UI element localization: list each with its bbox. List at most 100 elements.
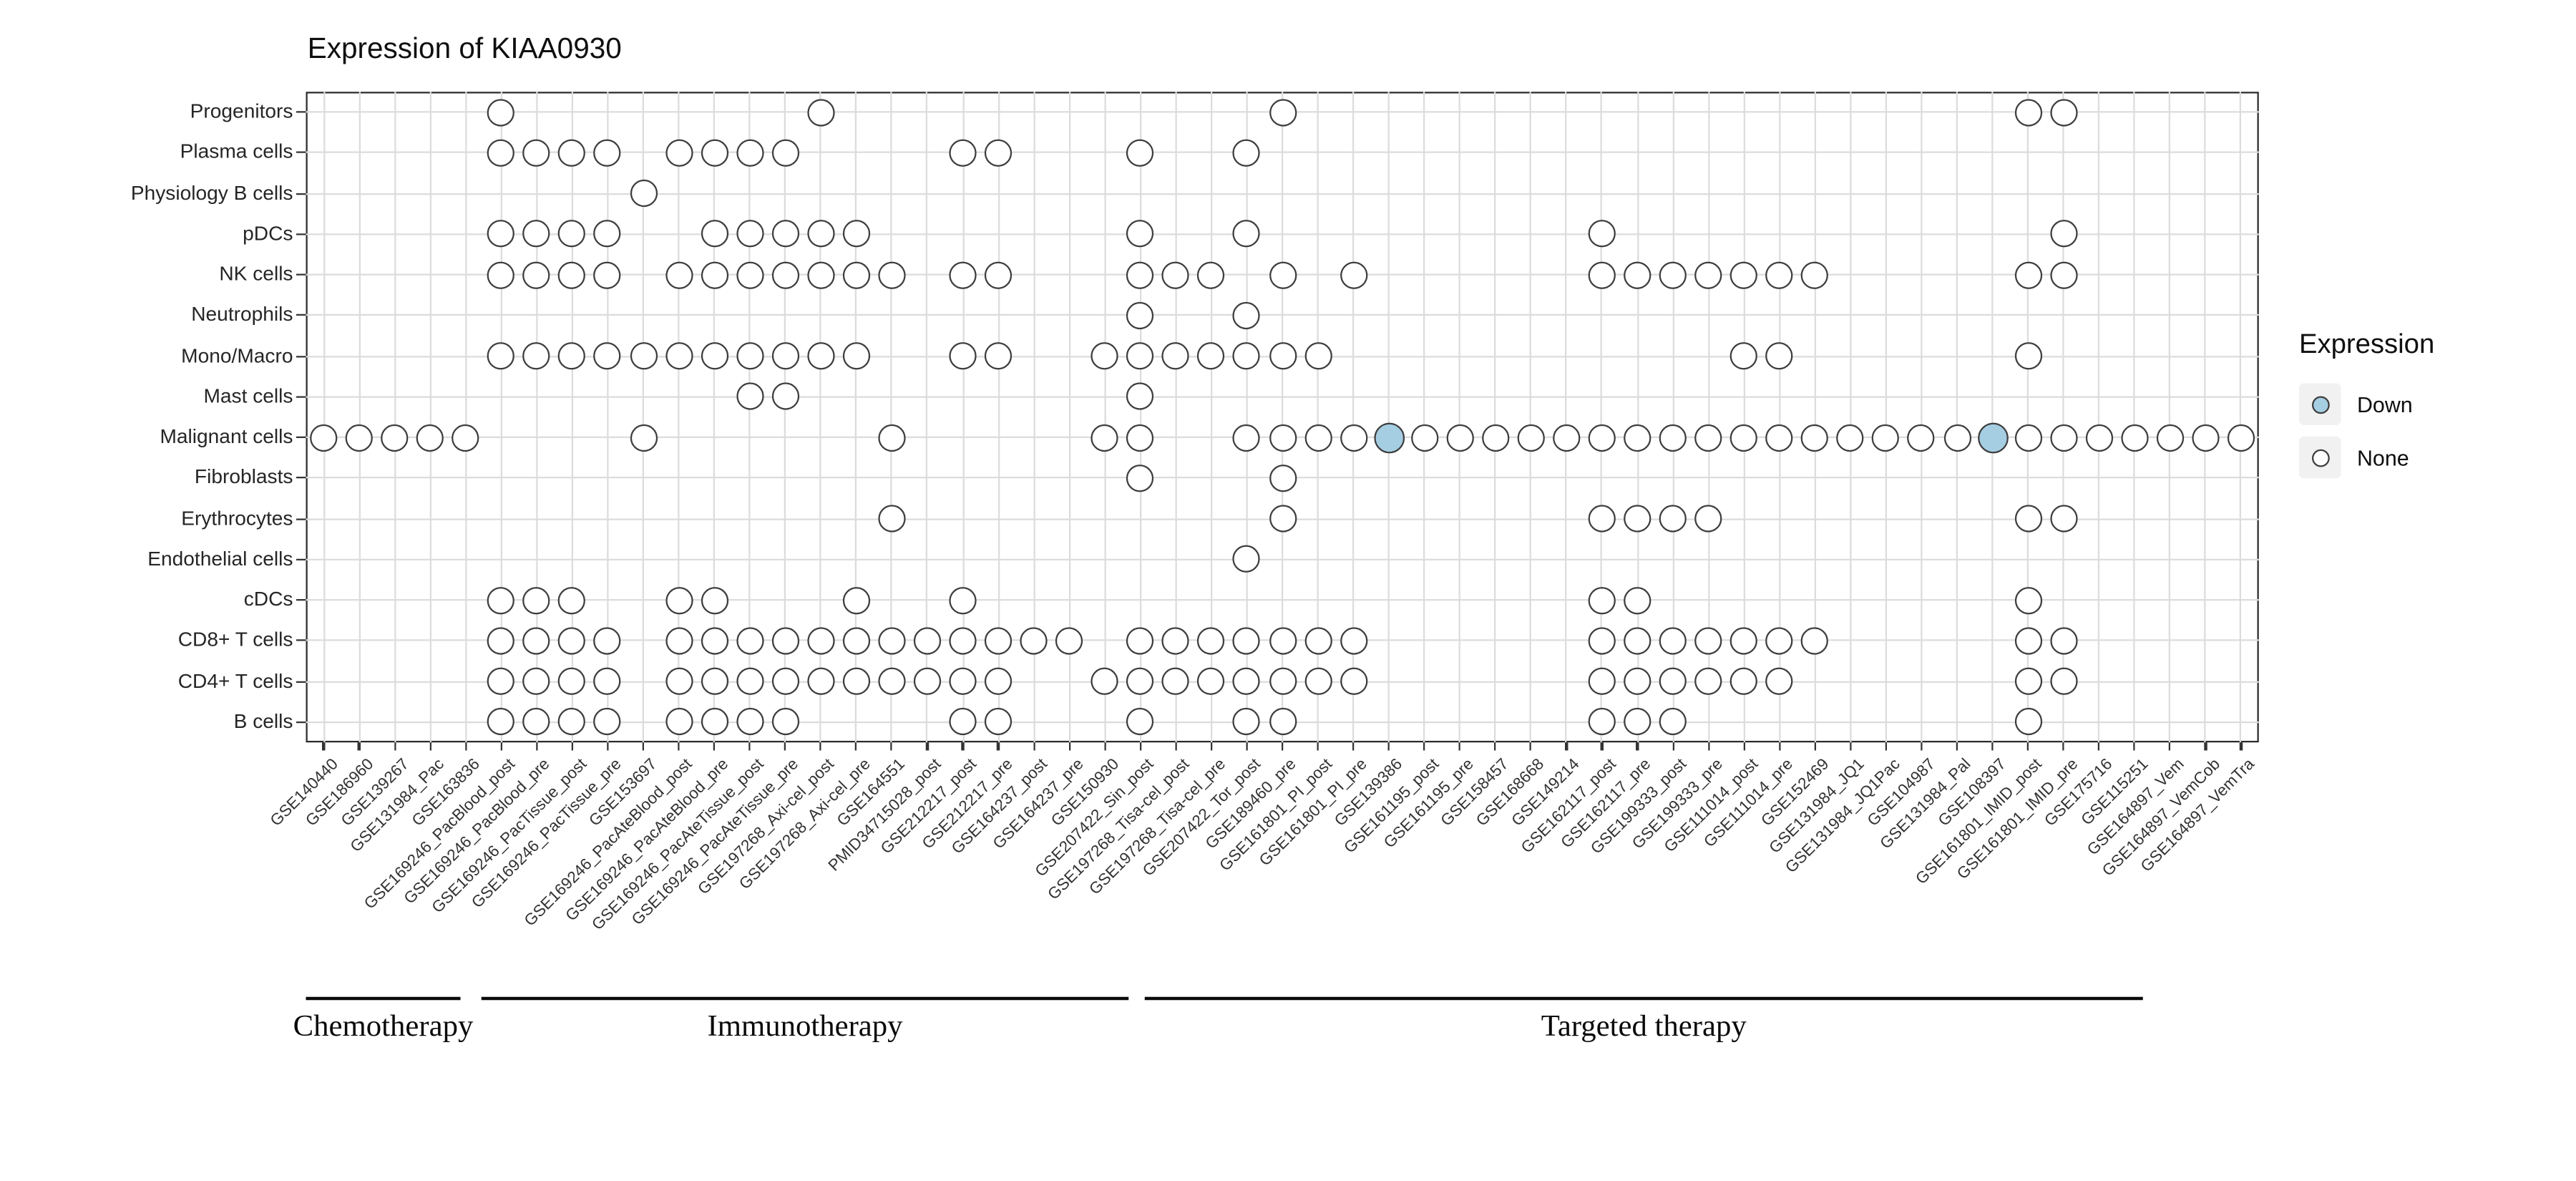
dot-expression-none bbox=[1765, 261, 1793, 289]
dot-expression-none bbox=[2049, 261, 2077, 289]
dot-expression-none bbox=[1162, 342, 1190, 370]
dot-expression-none bbox=[665, 139, 693, 167]
y-axis-label: Plasma cells bbox=[180, 140, 293, 164]
dot-expression-none bbox=[1588, 424, 1616, 452]
dot-expression-none bbox=[1197, 667, 1226, 696]
dot-expression-none bbox=[487, 261, 515, 289]
y-axis-label: Endothelial cells bbox=[147, 547, 293, 570]
dot-expression-none bbox=[487, 586, 515, 614]
dot-expression-none bbox=[701, 220, 728, 248]
dot-expression-none bbox=[2014, 627, 2042, 655]
x-axis-tick bbox=[606, 742, 609, 751]
dot-expression-none bbox=[1624, 667, 1652, 696]
dot-expression-none bbox=[522, 139, 551, 167]
dot-expression-none bbox=[1730, 342, 1758, 370]
dot-expression-none bbox=[806, 261, 835, 289]
dot-expression-none bbox=[1126, 424, 1154, 452]
dot-expression-none bbox=[594, 708, 622, 736]
grid-line-horizontal bbox=[306, 152, 2259, 154]
y-axis-tick bbox=[296, 273, 306, 276]
grid-line-horizontal bbox=[306, 599, 2259, 601]
dot-expression-none bbox=[913, 627, 942, 655]
dot-expression-none bbox=[665, 627, 693, 655]
dot-expression-none bbox=[1126, 708, 1154, 736]
dot-expression-none bbox=[949, 586, 977, 614]
grid-line-vertical bbox=[1743, 92, 1745, 743]
x-axis-tick bbox=[1707, 742, 1709, 751]
dot-expression-none bbox=[522, 627, 551, 655]
dot-expression-none bbox=[878, 627, 906, 655]
dot-expression-none bbox=[629, 424, 658, 452]
dot-expression-none bbox=[1340, 627, 1367, 655]
grid-line-vertical bbox=[2205, 92, 2207, 743]
x-axis-tick bbox=[1281, 742, 1284, 751]
dot-expression-none bbox=[1269, 627, 1297, 655]
dot-expression-none bbox=[558, 220, 586, 248]
y-axis-tick bbox=[296, 436, 306, 439]
x-axis-tick bbox=[642, 742, 645, 751]
y-axis-tick bbox=[296, 558, 306, 560]
dot-expression-none bbox=[1588, 586, 1616, 614]
dot-expression-none bbox=[1233, 220, 1261, 248]
dot-expression-none bbox=[1269, 505, 1297, 533]
grid-line-vertical bbox=[500, 92, 502, 743]
dot-expression-none bbox=[771, 139, 799, 167]
dot-expression-none bbox=[1126, 627, 1154, 655]
dot-expression-none bbox=[1126, 139, 1154, 167]
dot-expression-none bbox=[878, 424, 906, 452]
grid-line-vertical bbox=[997, 92, 1000, 743]
x-axis-tick bbox=[429, 742, 431, 751]
dot-expression-none bbox=[1410, 424, 1438, 452]
grid-line-vertical bbox=[1849, 92, 1852, 743]
dot-expression-none bbox=[487, 708, 515, 736]
therapy-group-line-3 bbox=[1144, 996, 2143, 1001]
dot-expression-none bbox=[1659, 627, 1687, 655]
grid-line-vertical bbox=[1991, 92, 1994, 743]
grid-line-vertical bbox=[1956, 92, 1958, 743]
x-axis-tick bbox=[748, 742, 751, 751]
dot-expression-none bbox=[1269, 98, 1297, 126]
grid-line-vertical bbox=[678, 92, 680, 743]
x-axis-tick bbox=[2133, 742, 2136, 751]
dot-expression-none bbox=[985, 261, 1013, 289]
dot-expression-none bbox=[1659, 708, 1687, 736]
grid-line-vertical bbox=[819, 92, 822, 743]
dot-expression-none bbox=[1340, 261, 1367, 289]
dot-expression-none bbox=[1197, 627, 1226, 655]
y-axis-label: B cells bbox=[233, 709, 293, 733]
dot-expression-none bbox=[1233, 667, 1261, 696]
dot-expression-none bbox=[665, 708, 693, 736]
dot-expression-none bbox=[2049, 424, 2077, 452]
dot-expression-none bbox=[487, 98, 515, 126]
grid-line-vertical bbox=[642, 92, 645, 743]
grid-line-vertical bbox=[784, 92, 786, 743]
grid-line-vertical bbox=[2240, 92, 2243, 743]
grid-line-vertical bbox=[2169, 92, 2171, 743]
dot-expression-none bbox=[701, 586, 728, 614]
grid-line-vertical bbox=[1672, 92, 1674, 743]
dot-expression-none bbox=[701, 708, 728, 736]
dot-expression-none bbox=[771, 383, 799, 411]
dot-expression-none bbox=[1624, 261, 1652, 289]
x-axis-tick bbox=[1210, 742, 1213, 751]
y-axis-label: pDCs bbox=[243, 222, 293, 245]
x-axis-tick bbox=[1636, 742, 1639, 751]
dot-expression-none bbox=[1765, 342, 1793, 370]
grid-line-vertical bbox=[464, 92, 467, 743]
y-axis-label: Physiology B cells bbox=[130, 181, 293, 204]
x-axis-tick bbox=[713, 742, 716, 751]
dot-expression-none bbox=[1694, 627, 1722, 655]
grid-line-horizontal bbox=[306, 233, 2259, 235]
legend-item-none: None bbox=[2299, 436, 2434, 479]
dot-expression-none bbox=[381, 424, 409, 452]
dot-expression-none bbox=[1801, 261, 1829, 289]
dot-expression-none bbox=[2049, 505, 2077, 533]
legend-key-box bbox=[2299, 436, 2341, 479]
y-axis-label: Neutrophils bbox=[191, 303, 293, 326]
dot-expression-none bbox=[522, 708, 551, 736]
dot-expression-none bbox=[701, 261, 728, 289]
dot-expression-none bbox=[1730, 627, 1758, 655]
dot-expression-none bbox=[1340, 667, 1367, 696]
dot-expression-none bbox=[806, 220, 835, 248]
dot-expression-none bbox=[1446, 424, 1474, 452]
